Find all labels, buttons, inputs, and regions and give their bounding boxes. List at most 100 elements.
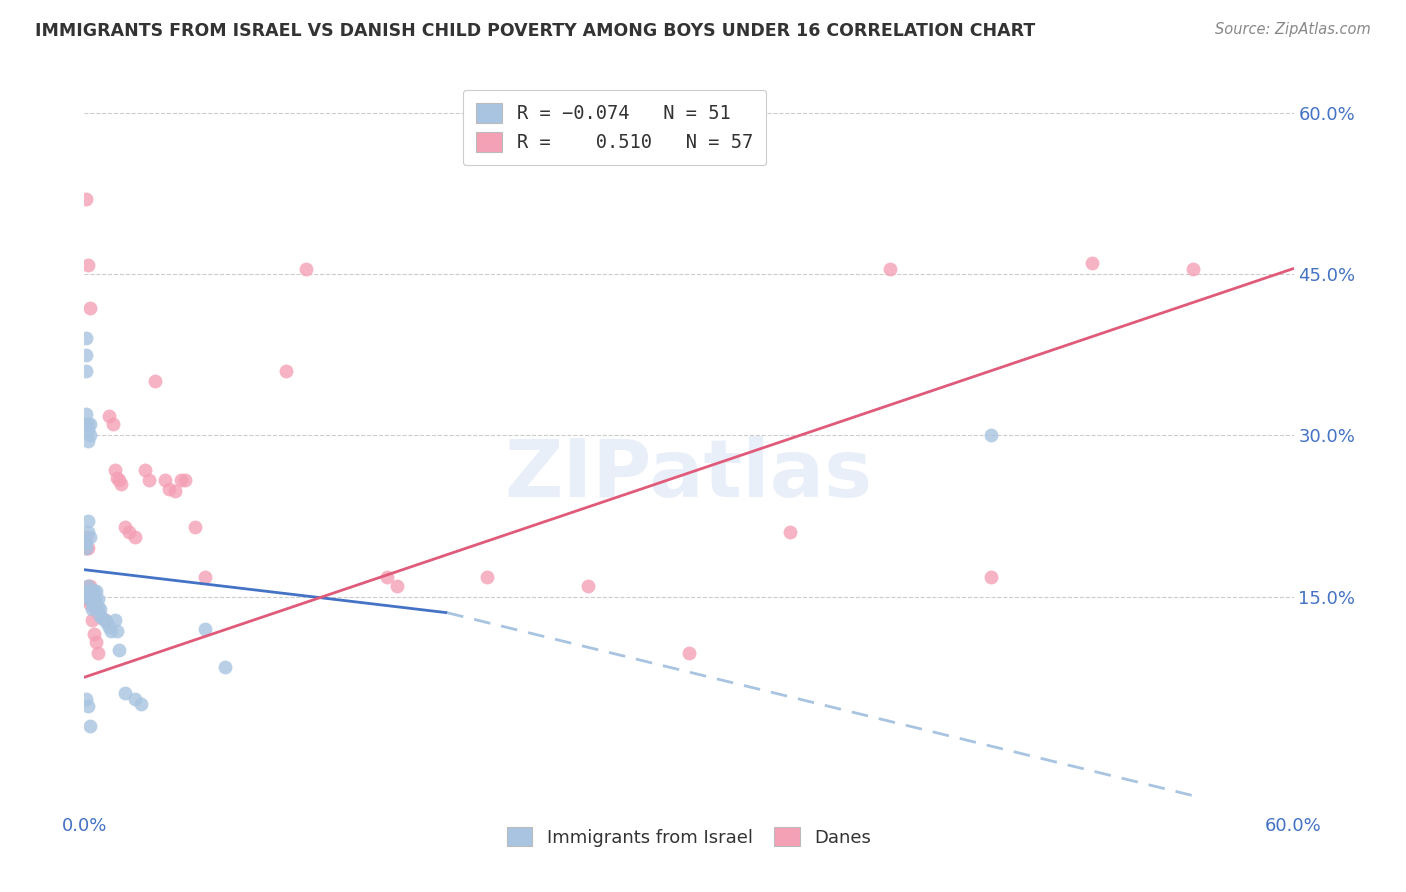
Point xyxy=(77,699,100,714)
Point xyxy=(77,417,100,432)
Point xyxy=(79,579,101,593)
Point xyxy=(1181,261,1204,276)
Point xyxy=(75,541,97,556)
Point xyxy=(75,591,97,606)
Point xyxy=(75,691,97,706)
Point xyxy=(86,595,108,609)
Point xyxy=(107,474,129,488)
Point xyxy=(184,519,207,533)
Point xyxy=(93,613,115,627)
Point xyxy=(82,591,104,606)
Point xyxy=(170,474,193,488)
Point xyxy=(980,570,1002,584)
Point xyxy=(86,634,108,648)
Point xyxy=(105,471,128,485)
Point xyxy=(75,530,97,544)
Point xyxy=(83,627,105,641)
Point xyxy=(87,591,110,606)
Point xyxy=(75,590,97,604)
Point xyxy=(82,584,104,599)
Point xyxy=(87,600,110,615)
Point xyxy=(82,602,104,616)
Point xyxy=(75,417,97,432)
Point xyxy=(75,541,97,556)
Point xyxy=(274,364,297,378)
Point xyxy=(97,409,120,423)
Point xyxy=(96,616,118,631)
Point xyxy=(110,476,132,491)
Point xyxy=(129,697,152,711)
Point xyxy=(101,417,124,432)
Point xyxy=(100,624,122,638)
Point xyxy=(77,579,100,593)
Point xyxy=(77,524,100,539)
Point xyxy=(91,611,114,625)
Point xyxy=(124,691,146,706)
Text: ZIPatlas: ZIPatlas xyxy=(505,436,873,515)
Point xyxy=(75,348,97,362)
Point xyxy=(83,591,105,606)
Legend: Immigrants from Israel, Danes: Immigrants from Israel, Danes xyxy=(499,820,879,854)
Point xyxy=(104,613,127,627)
Point xyxy=(83,600,105,615)
Point xyxy=(77,541,100,556)
Point xyxy=(75,331,97,345)
Point xyxy=(89,609,111,624)
Point xyxy=(82,590,104,604)
Point xyxy=(75,364,97,378)
Point xyxy=(75,407,97,421)
Point xyxy=(83,584,105,599)
Point xyxy=(77,434,100,448)
Point xyxy=(165,484,187,499)
Point xyxy=(77,579,100,593)
Point xyxy=(73,536,96,550)
Point xyxy=(79,584,101,599)
Point xyxy=(86,602,108,616)
Point xyxy=(87,646,110,660)
Point xyxy=(1081,256,1104,270)
Point xyxy=(385,579,408,593)
Point xyxy=(114,686,136,700)
Point xyxy=(118,524,141,539)
Point xyxy=(93,613,115,627)
Point xyxy=(157,482,180,496)
Point xyxy=(75,536,97,550)
Point xyxy=(104,463,127,477)
Point xyxy=(114,519,136,533)
Point xyxy=(779,524,801,539)
Point xyxy=(83,600,105,615)
Point xyxy=(194,570,217,584)
Point xyxy=(75,584,97,599)
Point xyxy=(138,474,160,488)
Point xyxy=(194,622,217,636)
Point xyxy=(879,261,901,276)
Point xyxy=(79,530,101,544)
Point xyxy=(678,646,700,660)
Point xyxy=(82,584,104,599)
Point xyxy=(77,584,100,599)
Point xyxy=(91,611,114,625)
Point xyxy=(86,584,108,599)
Point xyxy=(77,258,100,272)
Point xyxy=(77,514,100,528)
Point xyxy=(82,595,104,609)
Point xyxy=(214,659,236,673)
Point xyxy=(124,530,146,544)
Point xyxy=(82,613,104,627)
Point xyxy=(83,591,105,606)
Point xyxy=(89,609,111,624)
Point xyxy=(77,423,100,437)
Point xyxy=(980,428,1002,442)
Point xyxy=(79,591,101,606)
Point xyxy=(87,606,110,620)
Point xyxy=(89,602,111,616)
Point xyxy=(143,375,166,389)
Text: Source: ZipAtlas.com: Source: ZipAtlas.com xyxy=(1215,22,1371,37)
Point xyxy=(79,301,101,316)
Point xyxy=(295,261,318,276)
Point xyxy=(153,474,176,488)
Point xyxy=(477,570,499,584)
Point xyxy=(97,620,120,634)
Point xyxy=(107,643,129,657)
Point xyxy=(77,591,100,606)
